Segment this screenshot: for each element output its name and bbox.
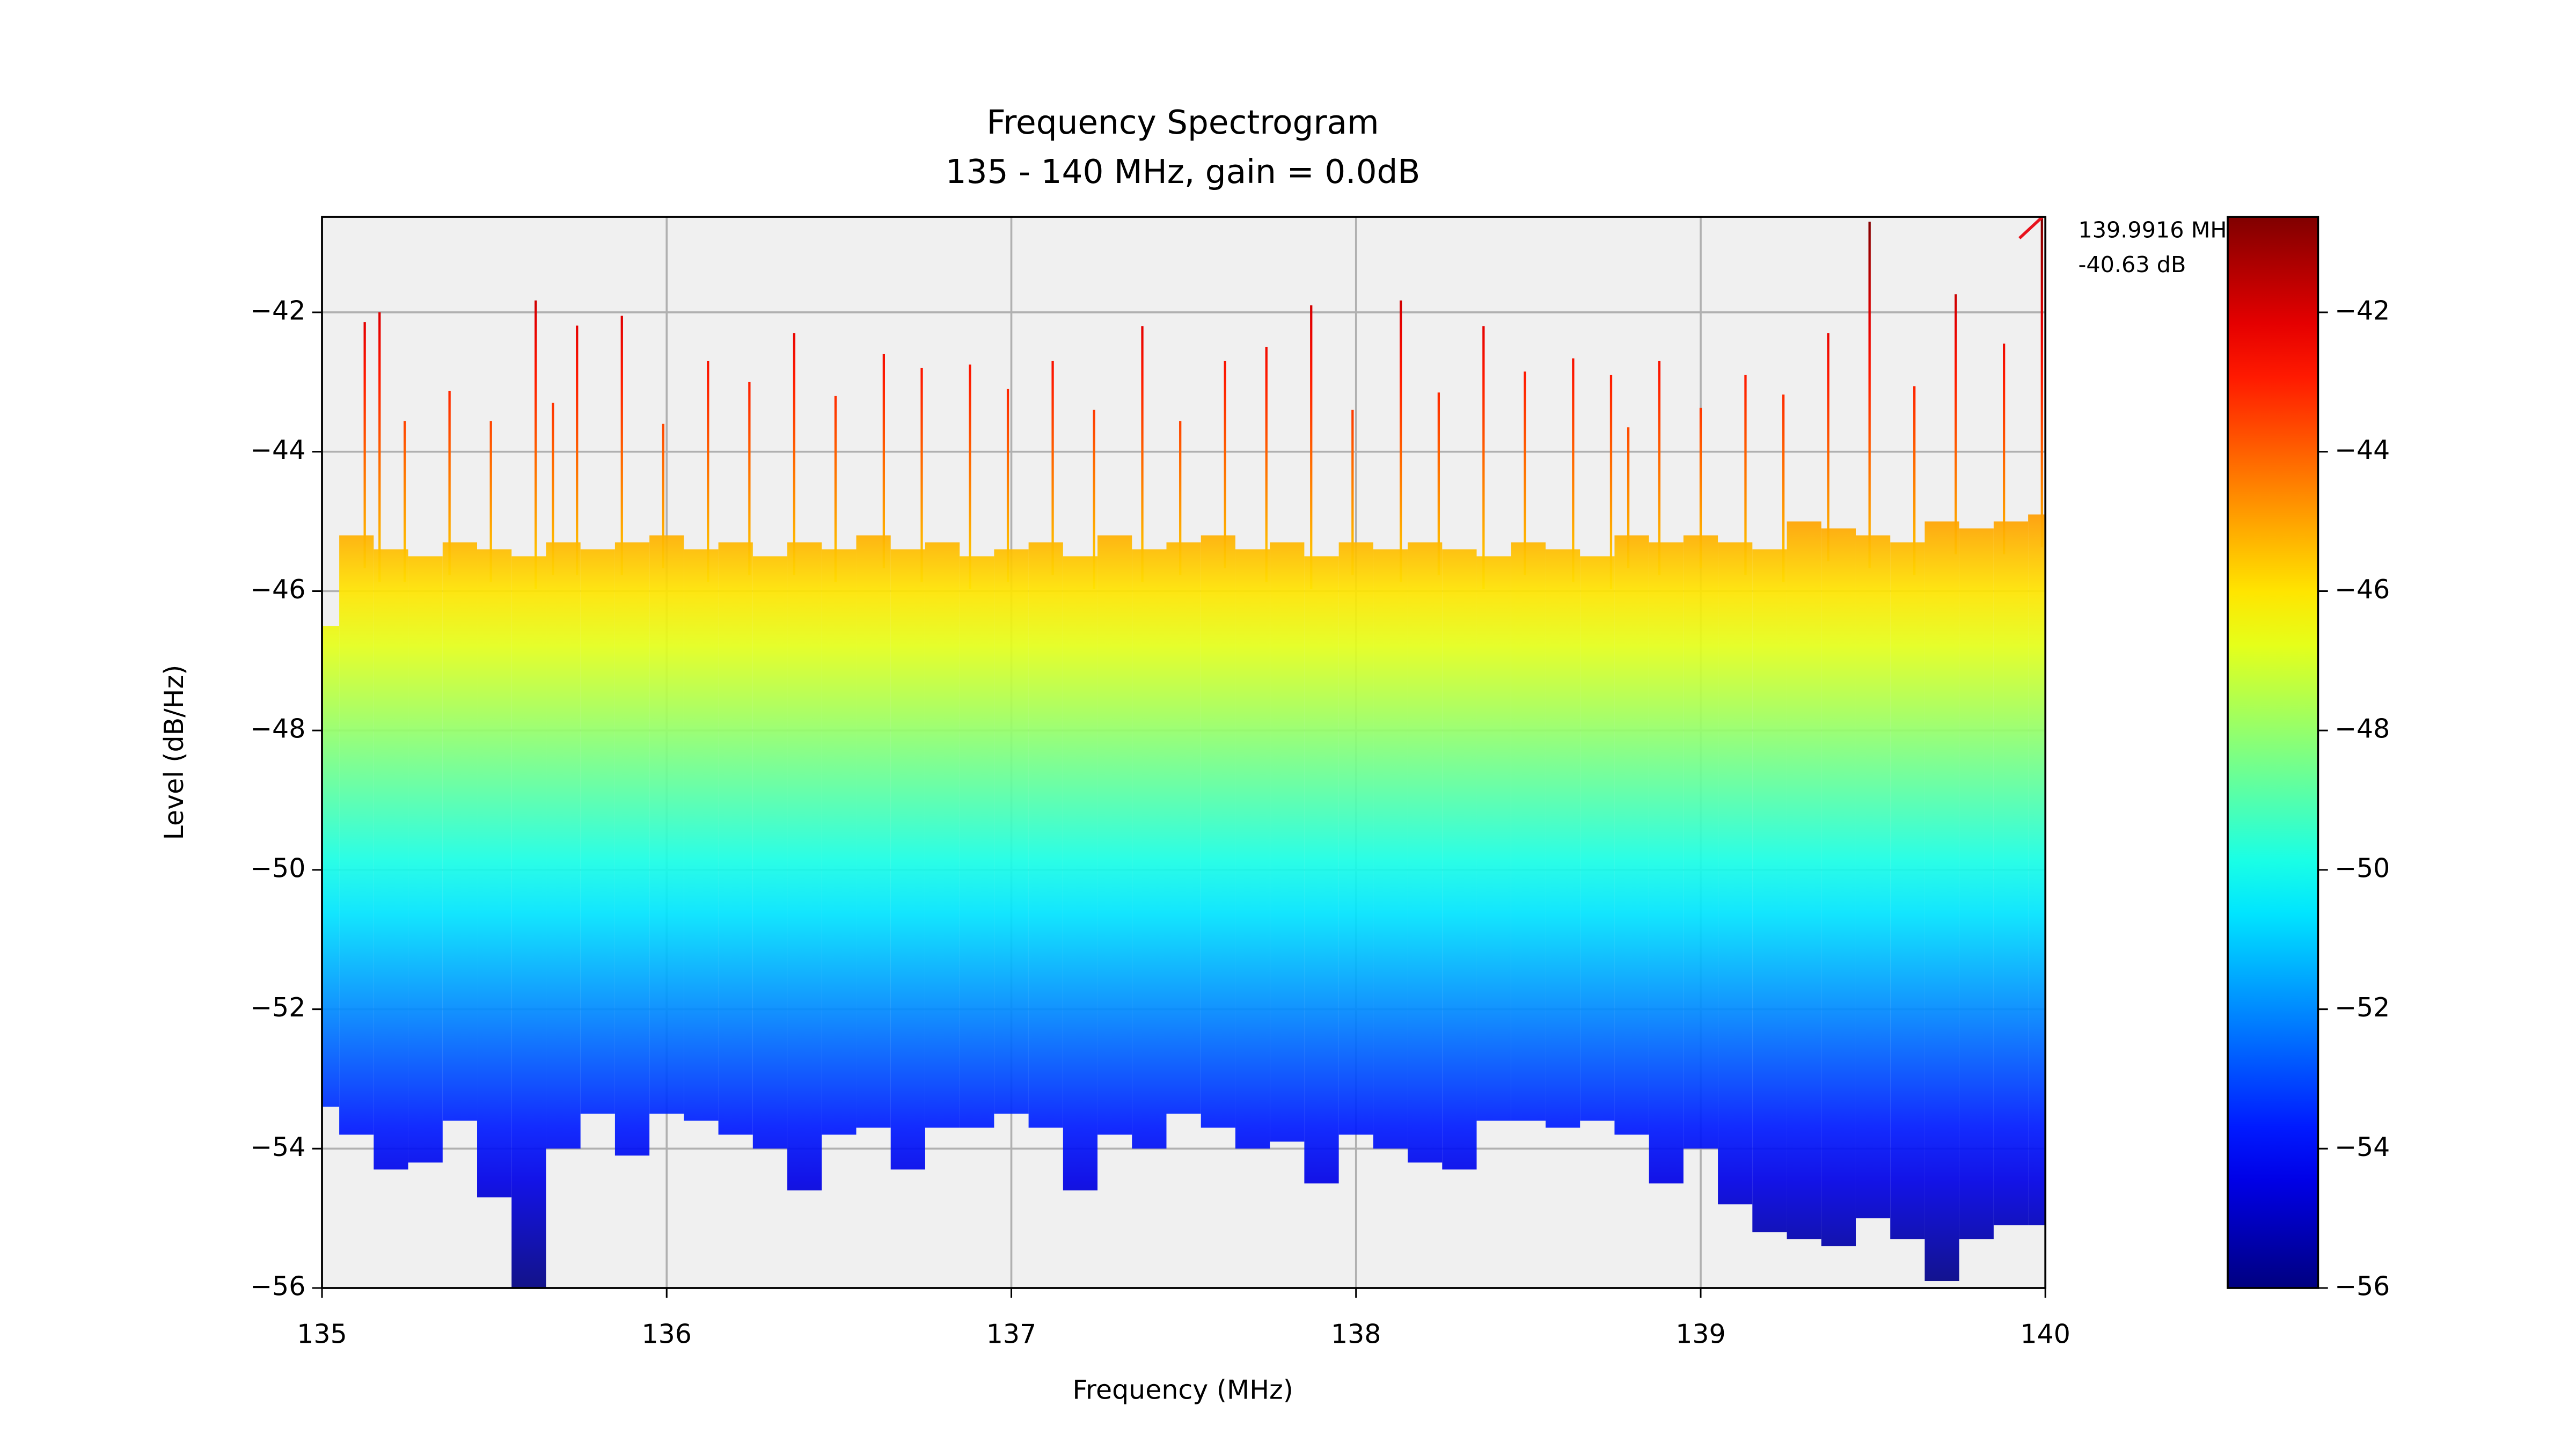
- noise-band: [1132, 549, 1167, 1149]
- colorbar-tick-label: −44: [2334, 435, 2390, 465]
- x-tick-label: 135: [297, 1319, 347, 1349]
- colorbar-tick-label: −52: [2334, 992, 2390, 1023]
- noise-band: [408, 556, 443, 1163]
- noise-band: [1097, 535, 1132, 1135]
- noise-band: [925, 542, 960, 1128]
- noise-band: [580, 549, 615, 1114]
- chart-title: Frequency Spectrogram: [986, 104, 1379, 142]
- noise-band: [1752, 549, 1787, 1233]
- noise-band: [890, 549, 925, 1170]
- noise-band: [1649, 542, 1684, 1184]
- noise-band: [1270, 542, 1305, 1142]
- noise-band: [1890, 542, 1925, 1240]
- x-tick-label: 137: [986, 1319, 1036, 1349]
- noise-band: [339, 535, 374, 1135]
- noise-band: [1166, 542, 1201, 1114]
- x-tick-label: 140: [2020, 1319, 2070, 1349]
- x-tick-label: 136: [642, 1319, 692, 1349]
- colorbar-tick-label: −54: [2334, 1132, 2390, 1162]
- noise-band: [374, 549, 408, 1170]
- noise-band: [787, 542, 822, 1191]
- noise-band: [649, 535, 684, 1114]
- colorbar-tick-label: −50: [2334, 853, 2390, 883]
- y-axis-label: Level (dB/Hz): [159, 665, 189, 840]
- noise-band: [1338, 542, 1373, 1135]
- noise-band: [994, 549, 1029, 1114]
- noise-band: [684, 549, 719, 1121]
- colorbar-tick-label: −48: [2334, 714, 2390, 744]
- noise-band: [1924, 521, 1959, 1282]
- y-tick-label: −46: [250, 574, 305, 605]
- noise-band: [1511, 542, 1546, 1121]
- noise-band: [1304, 556, 1339, 1184]
- noise-band: [1993, 521, 2029, 1226]
- noise-band: [442, 542, 478, 1121]
- noise-band: [477, 549, 512, 1198]
- y-tick-label: −48: [250, 714, 305, 744]
- peak-marker: [2018, 216, 2044, 239]
- noise-band: [1545, 549, 1580, 1128]
- noise-band: [718, 542, 753, 1135]
- annotation-text: 139.9916 MHz: [2078, 217, 2238, 243]
- noise-band: [1373, 549, 1408, 1149]
- chart-subtitle: 135 - 140 MHz, gain = 0.0dB: [946, 153, 1421, 191]
- plot-frame: [321, 216, 2047, 1289]
- noise-band: [822, 549, 857, 1135]
- y-tick-label: −56: [250, 1271, 305, 1302]
- noise-band: [614, 542, 650, 1156]
- noise-band: [1063, 556, 1098, 1191]
- noise-band: [546, 542, 581, 1149]
- annotation-text: -40.63 dB: [2078, 252, 2186, 277]
- noise-band: [752, 556, 788, 1149]
- noise-band: [1235, 549, 1270, 1149]
- noise-band: [511, 556, 546, 1288]
- noise-band: [1855, 535, 1891, 1219]
- noise-band: [1408, 542, 1443, 1163]
- noise-band: [1614, 535, 1649, 1135]
- noise-band: [960, 556, 994, 1128]
- noise-band: [856, 535, 891, 1128]
- colorbar-tick-label: −42: [2334, 295, 2390, 326]
- x-axis-label: Frequency (MHz): [1072, 1374, 1293, 1405]
- y-tick-label: −44: [250, 435, 305, 465]
- colorbar-tick-label: −46: [2334, 574, 2390, 605]
- y-tick-label: −42: [250, 295, 305, 326]
- y-tick-label: −52: [250, 992, 305, 1023]
- noise-band: [1442, 549, 1477, 1170]
- colorbar: [2227, 216, 2319, 1289]
- noise-band: [1201, 535, 1235, 1128]
- x-tick-label: 138: [1331, 1319, 1381, 1349]
- noise-band: [2028, 514, 2046, 1226]
- noise-band: [1718, 542, 1753, 1205]
- noise-band: [1683, 535, 1718, 1149]
- x-tick-label: 139: [1675, 1319, 1725, 1349]
- noise-band: [1028, 542, 1063, 1128]
- noise-band: [1580, 556, 1615, 1121]
- noise-band: [322, 626, 340, 1107]
- noise-band: [1821, 528, 1856, 1247]
- colorbar-tick-label: −56: [2334, 1271, 2390, 1302]
- y-tick-label: −54: [250, 1132, 305, 1162]
- noise-band: [1476, 556, 1511, 1121]
- noise-band: [1787, 521, 1821, 1240]
- noise-band: [1959, 528, 1994, 1240]
- y-tick-label: −50: [250, 853, 305, 883]
